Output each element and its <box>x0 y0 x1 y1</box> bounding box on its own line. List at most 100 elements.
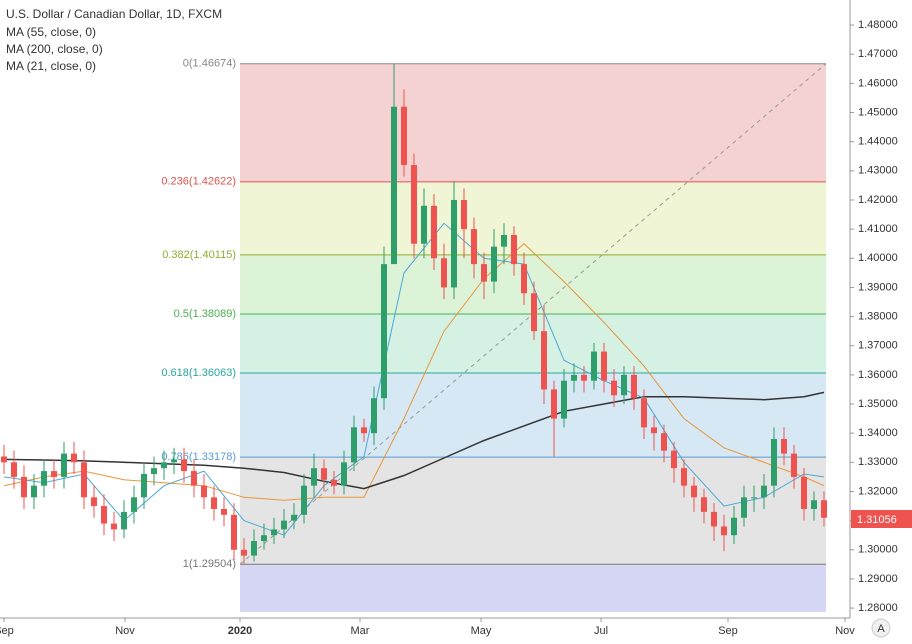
candle-body <box>241 549 247 556</box>
candle-body <box>351 427 357 463</box>
y-tick-label: 1.45000 <box>858 106 898 118</box>
y-tick-label: 1.42000 <box>858 194 898 206</box>
candle-body <box>361 427 367 434</box>
candle-body <box>521 264 527 294</box>
chart-title: U.S. Dollar / Canadian Dollar, 1D, FXCM <box>6 7 222 21</box>
candle-body <box>791 453 797 477</box>
candle-body <box>781 439 787 454</box>
y-tick-label: 1.36000 <box>858 369 898 381</box>
fib-band <box>240 564 826 612</box>
candle-body <box>231 514 237 550</box>
candle-body <box>101 506 107 524</box>
fib-band <box>240 373 826 458</box>
candle-body <box>71 453 77 463</box>
candle-body <box>681 468 687 486</box>
y-tick-label: 1.39000 <box>858 281 898 293</box>
candle-body <box>691 485 697 498</box>
fib-band <box>240 457 826 565</box>
x-tick-label: 2020 <box>228 625 252 637</box>
candle-body <box>51 471 57 477</box>
fib-level-label: 0(1.46674) <box>183 58 236 70</box>
candle-body <box>441 258 447 288</box>
candle-body <box>341 462 347 486</box>
y-tick-label: 1.44000 <box>858 136 898 148</box>
y-tick-label: 1.48000 <box>858 19 898 31</box>
auto-scale-button[interactable] <box>871 618 891 638</box>
candle-body <box>541 331 547 390</box>
candle-body <box>41 471 47 486</box>
x-tick-label: Nov <box>115 625 135 637</box>
candle-body <box>261 535 267 542</box>
candle-body <box>811 500 817 509</box>
candle-body <box>551 389 557 419</box>
candle-body <box>421 205 427 244</box>
fib-band <box>240 181 826 255</box>
y-tick-label: 1.43000 <box>858 165 898 177</box>
y-tick-label: 1.38000 <box>858 310 898 322</box>
candle-body <box>771 439 777 486</box>
candle-body <box>601 351 607 381</box>
fib-level-label: 0.382(1.40115) <box>162 249 236 261</box>
candle-body <box>451 199 457 288</box>
fib-level-label: 0.236(1.42622) <box>161 176 236 188</box>
candle-body <box>191 471 197 486</box>
candle-body <box>221 508 227 515</box>
last-price-box <box>851 510 912 529</box>
candle-body <box>301 485 307 515</box>
candle-body <box>81 462 87 498</box>
fib-level-label: 0.618(1.36063) <box>161 367 236 379</box>
fib-level-label: 0.5(1.38089) <box>174 308 236 320</box>
candle-body <box>411 164 417 244</box>
candle-body <box>281 520 287 530</box>
candle-body <box>271 529 277 536</box>
candle-body <box>251 541 257 556</box>
x-tick-label: Nov <box>835 625 855 637</box>
candle-body <box>751 497 757 499</box>
candle-body <box>391 106 397 265</box>
candle-body <box>661 433 667 451</box>
candle-body <box>31 485 37 498</box>
candle-body <box>761 485 767 498</box>
plot-area: 0(1.46674) 0.236(1.42622) 0.382(1.40115) 0.… <box>1 58 827 612</box>
candle-body <box>531 293 537 332</box>
candle-body <box>171 459 177 463</box>
y-tick-label: 1.35000 <box>858 398 898 410</box>
candle-body <box>331 479 337 486</box>
last-price-label: 1.31056 <box>857 514 897 526</box>
legend-entry: MA (200, close, 0) <box>6 42 103 56</box>
candle-body <box>471 229 477 265</box>
candle-body <box>571 374 577 381</box>
candle-body <box>801 476 807 509</box>
fib-level-label: 0.786(1.33178) <box>161 451 236 463</box>
candle-body <box>651 427 657 434</box>
candle-body <box>1 456 7 463</box>
auto-scale-label[interactable]: A <box>877 623 885 635</box>
candle-body <box>141 473 147 498</box>
candle-body <box>511 234 517 265</box>
candle-body <box>151 468 157 474</box>
legend-entry: MA (21, close, 0) <box>6 59 96 73</box>
candle-body <box>821 500 827 518</box>
candle-body <box>61 453 67 477</box>
candle-body <box>591 351 597 381</box>
candle-body <box>381 264 387 399</box>
y-tick-label: 1.29000 <box>858 573 898 585</box>
candle-body <box>561 380 567 419</box>
candle-body <box>111 523 117 530</box>
y-tick-label: 1.46000 <box>858 77 898 89</box>
candle-body <box>481 264 487 282</box>
candle-body <box>461 199 467 230</box>
candle-body <box>581 374 587 381</box>
y-tick-label: 1.47000 <box>858 48 898 60</box>
candle-body <box>491 246 497 282</box>
x-tick-label: Sep <box>718 625 738 637</box>
y-tick-label: 1.33000 <box>858 456 898 468</box>
candle-body <box>401 106 407 165</box>
y-tick-label: 1.28000 <box>858 602 898 614</box>
y-tick-label: 1.32000 <box>858 485 898 497</box>
fib-band <box>240 63 826 182</box>
candle-body <box>211 497 217 509</box>
candle-body <box>641 398 647 428</box>
